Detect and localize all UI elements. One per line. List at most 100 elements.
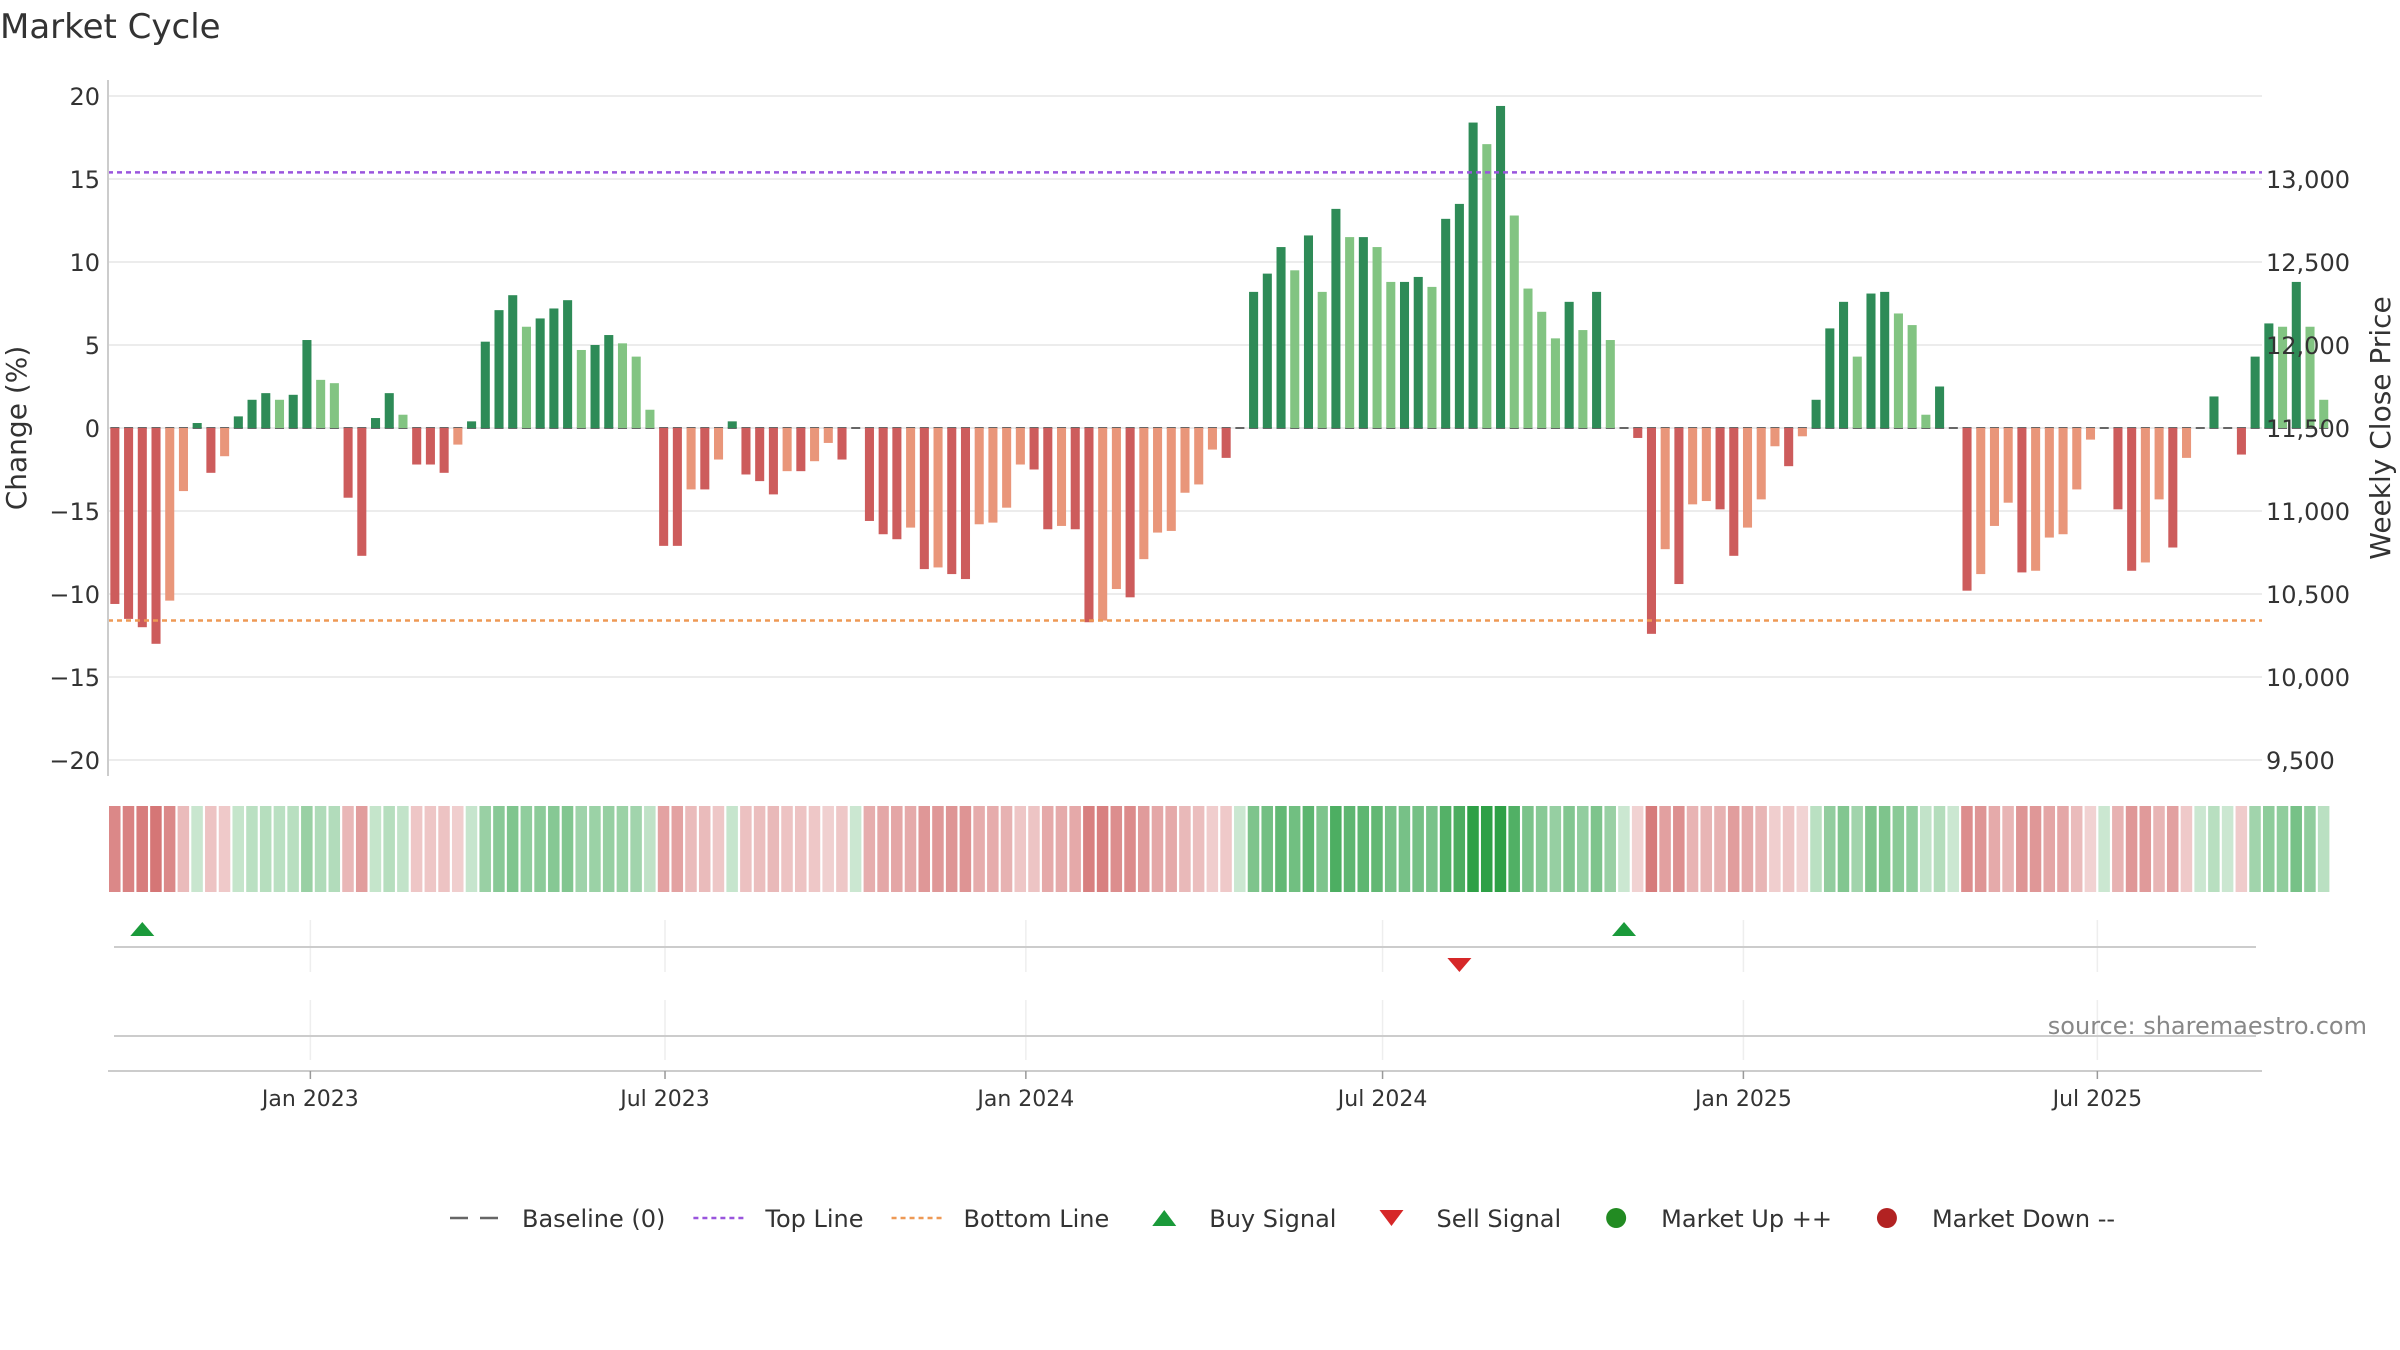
change-bar — [1797, 428, 1807, 437]
heat-cell — [1590, 806, 1603, 892]
legend-circle-icon — [1606, 1208, 1627, 1228]
change-bar — [1537, 311, 1547, 428]
legend-label: Top Line — [764, 1205, 863, 1233]
y-tick-label: −15 — [49, 664, 100, 692]
change-bar — [343, 428, 353, 498]
heat-cell — [2263, 806, 2275, 892]
legend-item: Buy Signal — [1152, 1205, 1336, 1233]
change-bar — [741, 428, 751, 475]
y-tick-label: 15 — [69, 166, 100, 194]
y-tick-label: 0 — [85, 415, 100, 443]
heat-cell — [945, 806, 958, 892]
heat-cell — [122, 806, 135, 892]
legend-buy-icon — [1152, 1210, 1177, 1226]
change-bar — [1550, 338, 1560, 428]
change-bar — [960, 428, 971, 580]
change-bar — [2140, 428, 2150, 563]
legend-label: Market Up ++ — [1661, 1205, 1832, 1233]
heat-cell — [1398, 806, 1411, 892]
change-bar — [151, 428, 161, 644]
change-bar — [631, 356, 641, 428]
change-bar — [1221, 428, 1231, 458]
change-bar — [727, 421, 737, 428]
heat-cell — [369, 806, 382, 892]
heat-cell — [2249, 806, 2261, 892]
heat-cell — [781, 806, 793, 892]
heat-cell — [1947, 806, 1959, 892]
buy-signal-marker — [1612, 922, 1637, 936]
heat-cell — [1686, 806, 1699, 892]
heat-cell — [1302, 806, 1315, 892]
heat-cell — [1316, 806, 1328, 892]
change-bar — [261, 393, 271, 428]
heat-cell — [891, 806, 903, 892]
heat-cell — [2057, 806, 2069, 892]
heat-cell — [836, 806, 848, 892]
change-bar — [1742, 428, 1753, 528]
heat-cell — [630, 806, 642, 892]
change-bar — [371, 418, 381, 428]
heat-cell — [1124, 806, 1136, 892]
heat-cell — [1920, 806, 1932, 892]
heat-cell — [465, 806, 478, 892]
heat-cell — [2194, 806, 2206, 892]
change-bar — [1921, 414, 1931, 428]
heat-cell — [1069, 806, 1081, 892]
heat-cell — [1467, 806, 1479, 892]
heat-cell — [1618, 806, 1630, 892]
heat-cell — [314, 806, 327, 892]
heat-cell — [1673, 806, 1685, 892]
heat-cell — [1727, 806, 1740, 892]
y-tick-label: 5 — [85, 332, 100, 360]
change-bar — [576, 349, 586, 428]
heat-cell — [575, 806, 587, 892]
heat-cell — [2139, 806, 2152, 892]
heat-cell — [1480, 806, 1493, 892]
heat-cell — [1343, 806, 1356, 892]
heat-cell — [849, 806, 862, 892]
heat-cell — [1892, 806, 1905, 892]
heat-cell — [273, 806, 286, 892]
heat-cell — [383, 806, 395, 892]
y-tick-label: −10 — [49, 581, 100, 609]
change-bar — [1331, 208, 1341, 428]
heat-cell — [2304, 806, 2316, 892]
change-bar — [233, 416, 243, 428]
legend-label: Bottom Line — [964, 1205, 1110, 1233]
change-bar — [906, 428, 916, 528]
legend-label: Market Down -- — [1932, 1205, 2115, 1233]
change-bar — [1372, 247, 1382, 428]
change-bar — [617, 343, 628, 428]
legend-circle-icon — [1876, 1208, 1897, 1228]
change-bar — [1674, 428, 1684, 585]
change-bar — [2305, 326, 2315, 428]
heat-cell — [726, 806, 738, 892]
heat-cell — [1206, 806, 1219, 892]
heat-cell — [2208, 806, 2220, 892]
heat-cell — [1151, 806, 1164, 892]
change-bar — [165, 428, 175, 601]
change-bar — [1386, 281, 1396, 428]
heat-cell — [1604, 806, 1616, 892]
change-bar — [1825, 328, 1835, 428]
y-tick-label: −15 — [49, 498, 100, 526]
heat-cell — [863, 806, 876, 892]
chart-title: Market Cycle — [0, 7, 221, 47]
change-bar — [1276, 247, 1286, 428]
source-note: source: sharemaestro.com — [2048, 1012, 2367, 1040]
heat-cell — [548, 806, 560, 892]
change-bar — [521, 326, 531, 428]
heat-cell — [904, 806, 917, 892]
heat-cell — [589, 806, 601, 892]
heat-cell — [1755, 806, 1767, 892]
change-bar — [1056, 428, 1067, 526]
heat-cell — [1865, 806, 1877, 892]
heat-cell — [493, 806, 505, 892]
heat-cell — [355, 806, 368, 892]
heat-cell — [136, 806, 148, 892]
heat-cell — [2276, 806, 2289, 892]
change-bar — [206, 428, 216, 473]
x-tick-label: Jul 2025 — [2051, 1087, 2143, 1112]
heat-cell — [918, 806, 930, 892]
